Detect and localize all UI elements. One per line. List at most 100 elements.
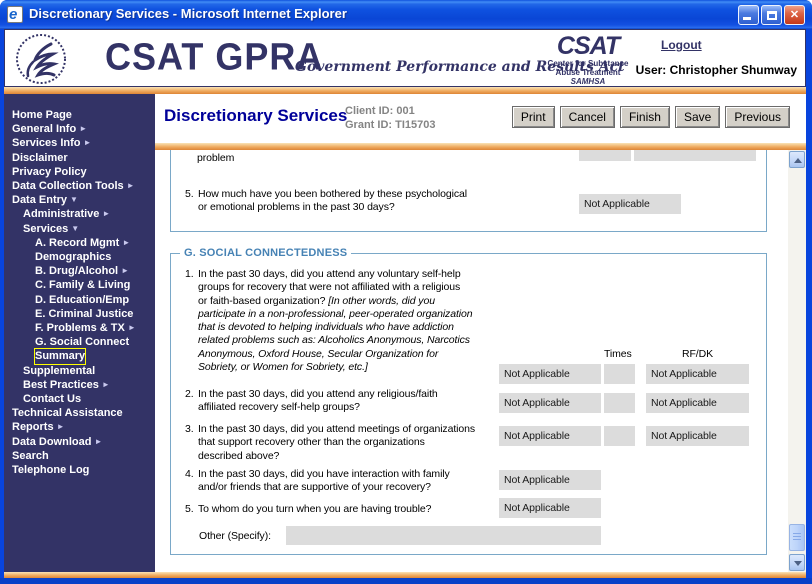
submenu-arrow-icon: ► <box>94 436 103 446</box>
question-g4-answer-field[interactable]: Not Applicable <box>499 470 601 490</box>
scrollbar-thumb[interactable] <box>789 524 805 551</box>
sidebar-item-drug-alcohol[interactable]: B. Drug/Alcohol ► <box>35 265 130 278</box>
client-grant-ids: Client ID: 001 Grant ID: TI15703 <box>345 104 435 132</box>
column-header-times: Times <box>604 348 632 360</box>
sidebar-item-demographics[interactable]: Demographics <box>35 251 112 264</box>
sidebar-item-home-page[interactable]: Home Page <box>12 109 72 121</box>
question-g3-rfdk-field[interactable]: Not Applicable <box>646 426 749 446</box>
sidebar-item-problems-tx[interactable]: F. Problems & TX ► <box>35 322 136 335</box>
question-g1: 1. In the past 30 days, did you attend a… <box>185 268 473 374</box>
brand-tagline: Government Performance and Results Act <box>295 59 625 75</box>
question-g3: 3. In the past 30 days, did you attend m… <box>185 423 476 462</box>
submenu-arrow-icon: ► <box>127 323 136 333</box>
submenu-arrow-icon: ► <box>56 422 65 432</box>
content-divider-bar <box>155 143 806 150</box>
question-g5-answer-field[interactable]: Not Applicable <box>499 498 601 518</box>
brand-title: CSAT GPRA <box>105 34 324 78</box>
save-button[interactable]: Save <box>674 106 721 128</box>
sidebar-item-reports[interactable]: Reports ► <box>12 421 65 434</box>
sidebar-item-supplemental[interactable]: Supplemental <box>23 364 96 377</box>
scroll-down-button[interactable] <box>789 554 805 571</box>
maximize-button[interactable] <box>761 5 782 25</box>
sidebar-item-general-info[interactable]: General Info ► <box>12 123 88 136</box>
maximize-icon <box>767 11 777 20</box>
sidebar-item-family-living[interactable]: C. Family & Living <box>35 279 131 292</box>
submenu-arrow-icon: ► <box>121 266 130 276</box>
sidebar-item-search[interactable]: Search <box>12 449 49 462</box>
print-button[interactable]: Print <box>511 106 555 128</box>
close-icon: ✕ <box>789 9 800 21</box>
submenu-arrow-icon: ► <box>83 138 92 148</box>
page-title: Discretionary Services <box>164 106 348 125</box>
question-g2-rfdk-field[interactable]: Not Applicable <box>646 393 749 413</box>
submenu-arrow-icon: ▼ <box>71 223 80 233</box>
section-f-fieldset: problem 5. How much have you been bother… <box>170 150 767 232</box>
question-f5-answer-field[interactable]: Not Applicable <box>579 194 681 214</box>
question-g1-rfdk-field[interactable]: Not Applicable <box>646 364 749 384</box>
minimize-button[interactable] <box>738 5 759 25</box>
question-g1-times-field[interactable] <box>604 364 635 384</box>
previous-button[interactable]: Previous <box>725 106 790 128</box>
submenu-arrow-icon: ► <box>102 209 111 219</box>
submenu-arrow-icon: ▼ <box>70 195 78 205</box>
csat-samhsa-logo: CSAT Center for Substance Abuse Treatmen… <box>547 32 629 86</box>
sidebar-item-data-entry[interactable]: Data Entry ▼ <box>12 194 78 207</box>
sidebar-item-telephone-log[interactable]: Telephone Log <box>12 464 90 477</box>
hhs-eagle-logo <box>16 34 66 84</box>
ie-page-icon: e <box>7 6 23 23</box>
field-box-partial[interactable] <box>579 150 631 161</box>
sidebar-item-best-practices[interactable]: Best Practices ► <box>23 378 110 391</box>
vertical-scrollbar[interactable] <box>788 150 806 572</box>
chevron-down-icon <box>794 561 802 566</box>
current-user-label: User: Christopher Shumway <box>635 63 797 77</box>
cancel-button[interactable]: Cancel <box>559 106 615 128</box>
action-buttons: Print Cancel Finish Save Previous <box>511 106 790 128</box>
sidebar-item-disclaimer[interactable]: Disclaimer <box>12 151 68 164</box>
question-g1-answer-field[interactable]: Not Applicable <box>499 364 601 384</box>
question-g5: 5. To whom do you turn when you are havi… <box>185 503 432 515</box>
sidebar-item-criminal-justice[interactable]: E. Criminal Justice <box>35 307 134 320</box>
sidebar-item-privacy-policy[interactable]: Privacy Policy <box>12 165 87 178</box>
close-button[interactable]: ✕ <box>784 5 805 25</box>
column-header-rfdk: RF/DK <box>682 348 714 360</box>
sidebar-item-services[interactable]: Services ▼ <box>23 222 80 235</box>
section-g-legend: G. SOCIAL CONNECTEDNESS <box>180 247 352 261</box>
question-g3-times-field[interactable] <box>604 426 635 446</box>
header-divider-bar <box>4 87 806 94</box>
grant-id-label: Grant ID: TI15703 <box>345 119 436 131</box>
other-specify-label: Other (Specify): <box>199 530 271 542</box>
finish-button[interactable]: Finish <box>619 106 670 128</box>
scroll-up-button[interactable] <box>789 151 805 168</box>
section-g-fieldset: G. SOCIAL CONNECTEDNESS 1. In the past 3… <box>170 247 767 555</box>
sidebar-item-education-emp[interactable]: D. Education/Emp <box>35 293 130 306</box>
sidebar-item-services-info[interactable]: Services Info ► <box>12 137 92 150</box>
sidebar-item-contact-us[interactable]: Contact Us <box>23 393 82 406</box>
sidebar-item-administrative[interactable]: Administrative ► <box>23 208 111 221</box>
field-box-partial[interactable] <box>634 150 756 161</box>
submenu-arrow-icon: ► <box>126 181 135 191</box>
logout-link[interactable]: Logout <box>661 38 702 52</box>
question-g2-answer-field[interactable]: Not Applicable <box>499 393 601 413</box>
sidebar-item-social-connect[interactable]: G. Social Connect <box>35 336 130 349</box>
question-g2-times-field[interactable] <box>604 393 635 413</box>
question-g4: 4. In the past 30 days, did you have int… <box>185 468 450 494</box>
question-g3-answer-field[interactable]: Not Applicable <box>499 426 601 446</box>
sidebar-item-record-mgmt[interactable]: A. Record Mgmt ► <box>35 236 131 249</box>
question-tail-text: problem <box>197 152 235 164</box>
footer-bar <box>4 572 806 578</box>
form-scroll-area: problem 5. How much have you been bother… <box>155 150 788 572</box>
submenu-arrow-icon: ► <box>101 379 110 389</box>
sidebar-item-summary[interactable]: Summary <box>33 348 87 365</box>
other-specify-input[interactable] <box>286 526 601 545</box>
page-header: Discretionary Services Client ID: 001 Gr… <box>155 94 806 143</box>
sidebar-nav: Home Page General Info ► Services Info ► D… <box>4 94 155 572</box>
main-content: Discretionary Services Client ID: 001 Gr… <box>155 94 806 572</box>
sidebar-item-data-collection-tools[interactable]: Data Collection Tools ► <box>12 180 135 193</box>
sidebar-item-data-download[interactable]: Data Download ► <box>12 435 103 448</box>
minimize-icon <box>743 17 751 20</box>
window-bottom-border <box>0 578 812 584</box>
client-id-label: Client ID: 001 <box>345 105 415 117</box>
sidebar-item-technical-assistance[interactable]: Technical Assistance <box>12 407 123 420</box>
title-bar: e Discretionary Services - Microsoft Int… <box>0 0 812 29</box>
